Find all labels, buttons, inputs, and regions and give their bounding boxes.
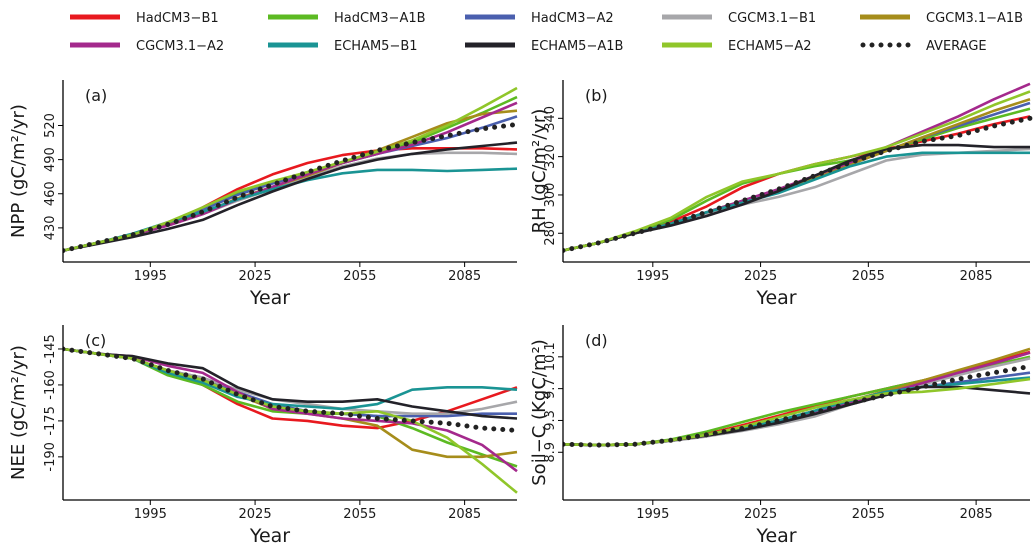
series-line [563, 101, 1031, 252]
x-tick-label: 1995 [636, 269, 669, 284]
y-tick-label: 320 [543, 144, 558, 169]
legend-label: HadCM3−B1 [136, 11, 219, 26]
legend-label: HadCM3−A2 [531, 11, 614, 26]
series-line [63, 86, 518, 252]
y-axis-label: NPP (gC/m²/yr) [8, 104, 29, 238]
y-tick-label: 9.3 [543, 410, 558, 431]
y-tick-label: 9.7 [543, 378, 558, 399]
legend-label: ECHAM5−A2 [728, 39, 812, 54]
series-line [63, 141, 518, 252]
y-tick-label: -145 [43, 334, 58, 364]
x-tick-label: 1995 [636, 507, 669, 522]
x-tick-label: 2055 [852, 269, 885, 284]
legend-label: CGCM3.1−B1 [728, 11, 816, 26]
series-line [563, 351, 1031, 447]
x-tick-label: 1995 [134, 507, 167, 522]
average-line [63, 121, 520, 254]
series-line [563, 347, 1031, 447]
x-tick-label: 2085 [960, 269, 993, 284]
y-tick-label: -160 [43, 370, 58, 400]
y-tick-label: 280 [543, 221, 558, 246]
panel-label: (c) [85, 331, 106, 350]
y-axis-label: NEE (gC/m²/yr) [8, 345, 29, 480]
panel-label: (b) [585, 86, 608, 105]
x-tick-label: 2085 [448, 507, 481, 522]
y-axis-label: RH (gC/m²/yr) [529, 109, 550, 234]
average-line [563, 115, 1033, 253]
y-tick-label: -190 [43, 442, 58, 472]
panel-label: (d) [585, 331, 608, 350]
x-tick-label: 2025 [239, 269, 272, 284]
series-line [563, 90, 1031, 252]
y-tick-label: -175 [43, 406, 58, 436]
x-axis-label: Year [755, 287, 796, 309]
series-line [563, 107, 1031, 252]
panel-label: (a) [85, 86, 107, 105]
series-line [563, 377, 1031, 447]
average-line [563, 363, 1033, 448]
x-tick-label: 2025 [744, 507, 777, 522]
y-tick-label: 300 [543, 183, 558, 208]
y-tick-label: 490 [43, 147, 58, 172]
series-line [63, 347, 518, 420]
x-tick-label: 2025 [744, 269, 777, 284]
series-line [563, 82, 1031, 252]
legend-label: ECHAM5−A1B [531, 39, 623, 54]
x-tick-label: 2055 [343, 507, 376, 522]
x-tick-label: 1995 [134, 269, 167, 284]
legend-label: AVERAGE [926, 39, 987, 54]
y-tick-label: 430 [43, 215, 58, 240]
x-axis-label: Year [249, 525, 290, 545]
legend-label: ECHAM5−B1 [334, 39, 418, 54]
x-tick-label: 2085 [960, 507, 993, 522]
legend-label: CGCM3.1−A1B [926, 11, 1023, 26]
y-tick-label: 8.9 [543, 442, 558, 463]
y-tick-label: 460 [43, 181, 58, 206]
legend-label: HadCM3−A1B [334, 11, 426, 26]
x-tick-label: 2055 [343, 269, 376, 284]
x-tick-label: 2055 [852, 507, 885, 522]
series-line [563, 350, 1031, 447]
legend-label: CGCM3.1−A2 [136, 39, 224, 54]
series-line [563, 97, 1031, 252]
y-tick-label: 340 [543, 106, 558, 131]
y-tick-label: 520 [43, 113, 58, 138]
y-axis-label: Soil−C (KgC/m²) [529, 339, 550, 485]
x-tick-label: 2025 [239, 507, 272, 522]
average-line [63, 346, 520, 433]
series-line [63, 95, 518, 252]
x-axis-label: Year [249, 287, 290, 309]
x-axis-label: Year [755, 525, 796, 545]
x-tick-label: 2085 [448, 269, 481, 284]
y-tick-label: 10.1 [543, 342, 558, 371]
